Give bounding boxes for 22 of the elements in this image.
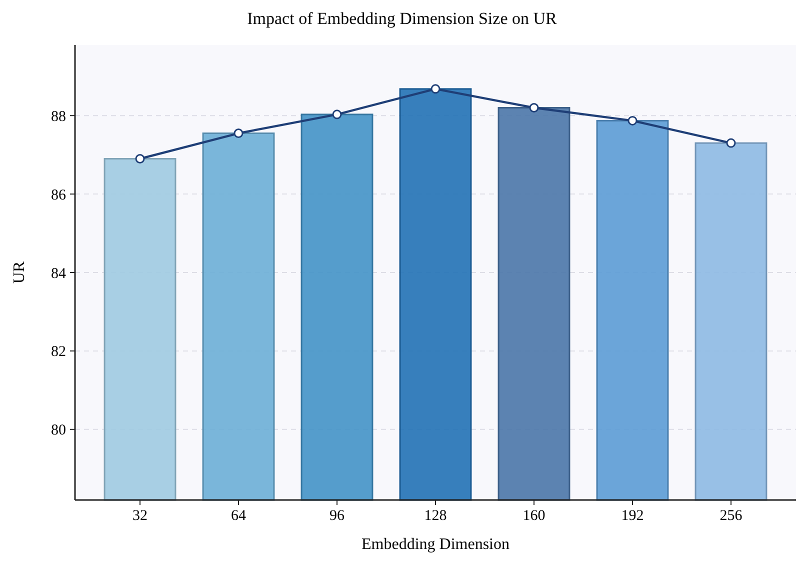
- point: [628, 116, 638, 126]
- point: [332, 110, 342, 120]
- x-tick-label: 128: [424, 508, 447, 524]
- y-tick-label: 88: [51, 108, 66, 125]
- x-tick-label: 32: [132, 508, 148, 524]
- x-tick-label: 192: [621, 508, 644, 524]
- x-tick-label: 160: [522, 508, 546, 524]
- y-axis-title: UR: [11, 261, 28, 284]
- point: [430, 84, 440, 94]
- x-tick-label: 64: [231, 508, 247, 524]
- point: [135, 154, 145, 164]
- point: [529, 103, 539, 113]
- x-tick-label: 96: [330, 508, 346, 524]
- x-tick-label: 256: [720, 508, 743, 524]
- y-tick-label: 80: [51, 422, 66, 439]
- x-axis-title: Embedding Dimension: [362, 536, 510, 553]
- point: [726, 138, 736, 148]
- chart-title: Impact of Embedding Dimension Size on UR: [247, 9, 558, 28]
- y-tick-label: 82: [51, 344, 66, 360]
- y-tick-label: 84: [51, 266, 66, 282]
- point: [234, 128, 244, 138]
- y-tick-label: 86: [51, 187, 66, 204]
